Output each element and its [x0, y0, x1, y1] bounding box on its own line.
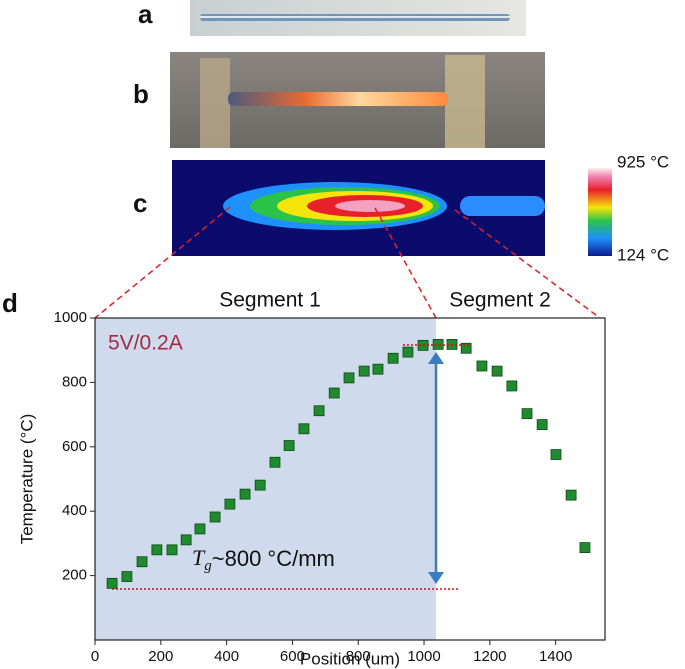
data-point	[224, 498, 236, 510]
panel-label: d	[2, 288, 18, 318]
data-point	[402, 346, 414, 358]
data-point	[106, 577, 118, 589]
y-tick-label: 800	[62, 373, 87, 390]
data-point	[239, 488, 251, 500]
data-point	[151, 544, 163, 556]
data-point	[136, 556, 148, 568]
segment-1-shade	[95, 318, 436, 640]
x-tick-label: 800	[346, 648, 371, 665]
data-point	[194, 523, 206, 535]
colorbar-max: 925 °C	[617, 152, 669, 171]
zoom-lines	[94, 206, 601, 319]
x-tick-label: 400	[214, 648, 239, 665]
segment-label: Segment 1	[219, 289, 321, 312]
data-point	[269, 456, 281, 468]
data-point	[387, 352, 399, 364]
x-axis-label: Position (um)	[300, 649, 400, 668]
data-point	[166, 544, 178, 556]
x-tick-label: 1000	[407, 648, 440, 665]
data-point	[254, 479, 266, 491]
y-tick-label: 1000	[54, 309, 87, 326]
panel-label: c	[133, 188, 147, 218]
data-point	[358, 365, 370, 377]
data-point	[432, 339, 444, 350]
segment-label: Segment 2	[449, 289, 551, 312]
y-tick-label: 200	[62, 567, 87, 584]
data-point	[343, 372, 355, 384]
plot-frame	[94, 317, 606, 641]
x-tick-label: 600	[280, 648, 305, 665]
y-axis-label: Temperature (°C)	[17, 414, 36, 545]
data-point	[298, 423, 310, 435]
photo-b	[170, 52, 545, 148]
panel-label: a	[138, 0, 153, 29]
colorbar-min: 124 °C	[617, 245, 669, 264]
gradient-arrow	[428, 352, 444, 584]
panel-label: b	[133, 79, 149, 109]
photo-a	[190, 0, 526, 36]
data-point	[536, 419, 548, 430]
x-tick-label: 1200	[473, 648, 506, 665]
data-point	[579, 542, 591, 553]
data-point	[506, 380, 518, 392]
y-tick-label: 400	[62, 502, 87, 519]
x-tick-label: 200	[148, 648, 173, 665]
data-point	[328, 387, 340, 399]
gradient-text: ~800 °C/mm	[212, 546, 335, 571]
data-point	[460, 342, 472, 354]
data-point	[209, 511, 221, 523]
data-point	[491, 365, 503, 377]
gradient-subscript: g	[204, 558, 212, 574]
thermal-image	[172, 160, 545, 256]
data-point	[565, 489, 577, 501]
data-point	[476, 360, 488, 372]
data-point	[550, 449, 562, 460]
data-point	[313, 405, 325, 417]
data-point	[521, 408, 533, 420]
condition-label: 5V/0.2A	[108, 332, 183, 355]
data-point	[283, 440, 295, 451]
gradient-label: Tg~800 °C/mm	[192, 545, 335, 574]
x-tick-label: 1400	[539, 648, 572, 665]
data-point	[180, 534, 192, 546]
gradient-symbol: T	[192, 545, 206, 570]
data-point	[372, 363, 384, 375]
y-tick-label: 600	[62, 438, 87, 455]
colorbar	[588, 168, 612, 256]
data-point	[121, 571, 133, 582]
x-tick-label: 0	[91, 648, 99, 665]
